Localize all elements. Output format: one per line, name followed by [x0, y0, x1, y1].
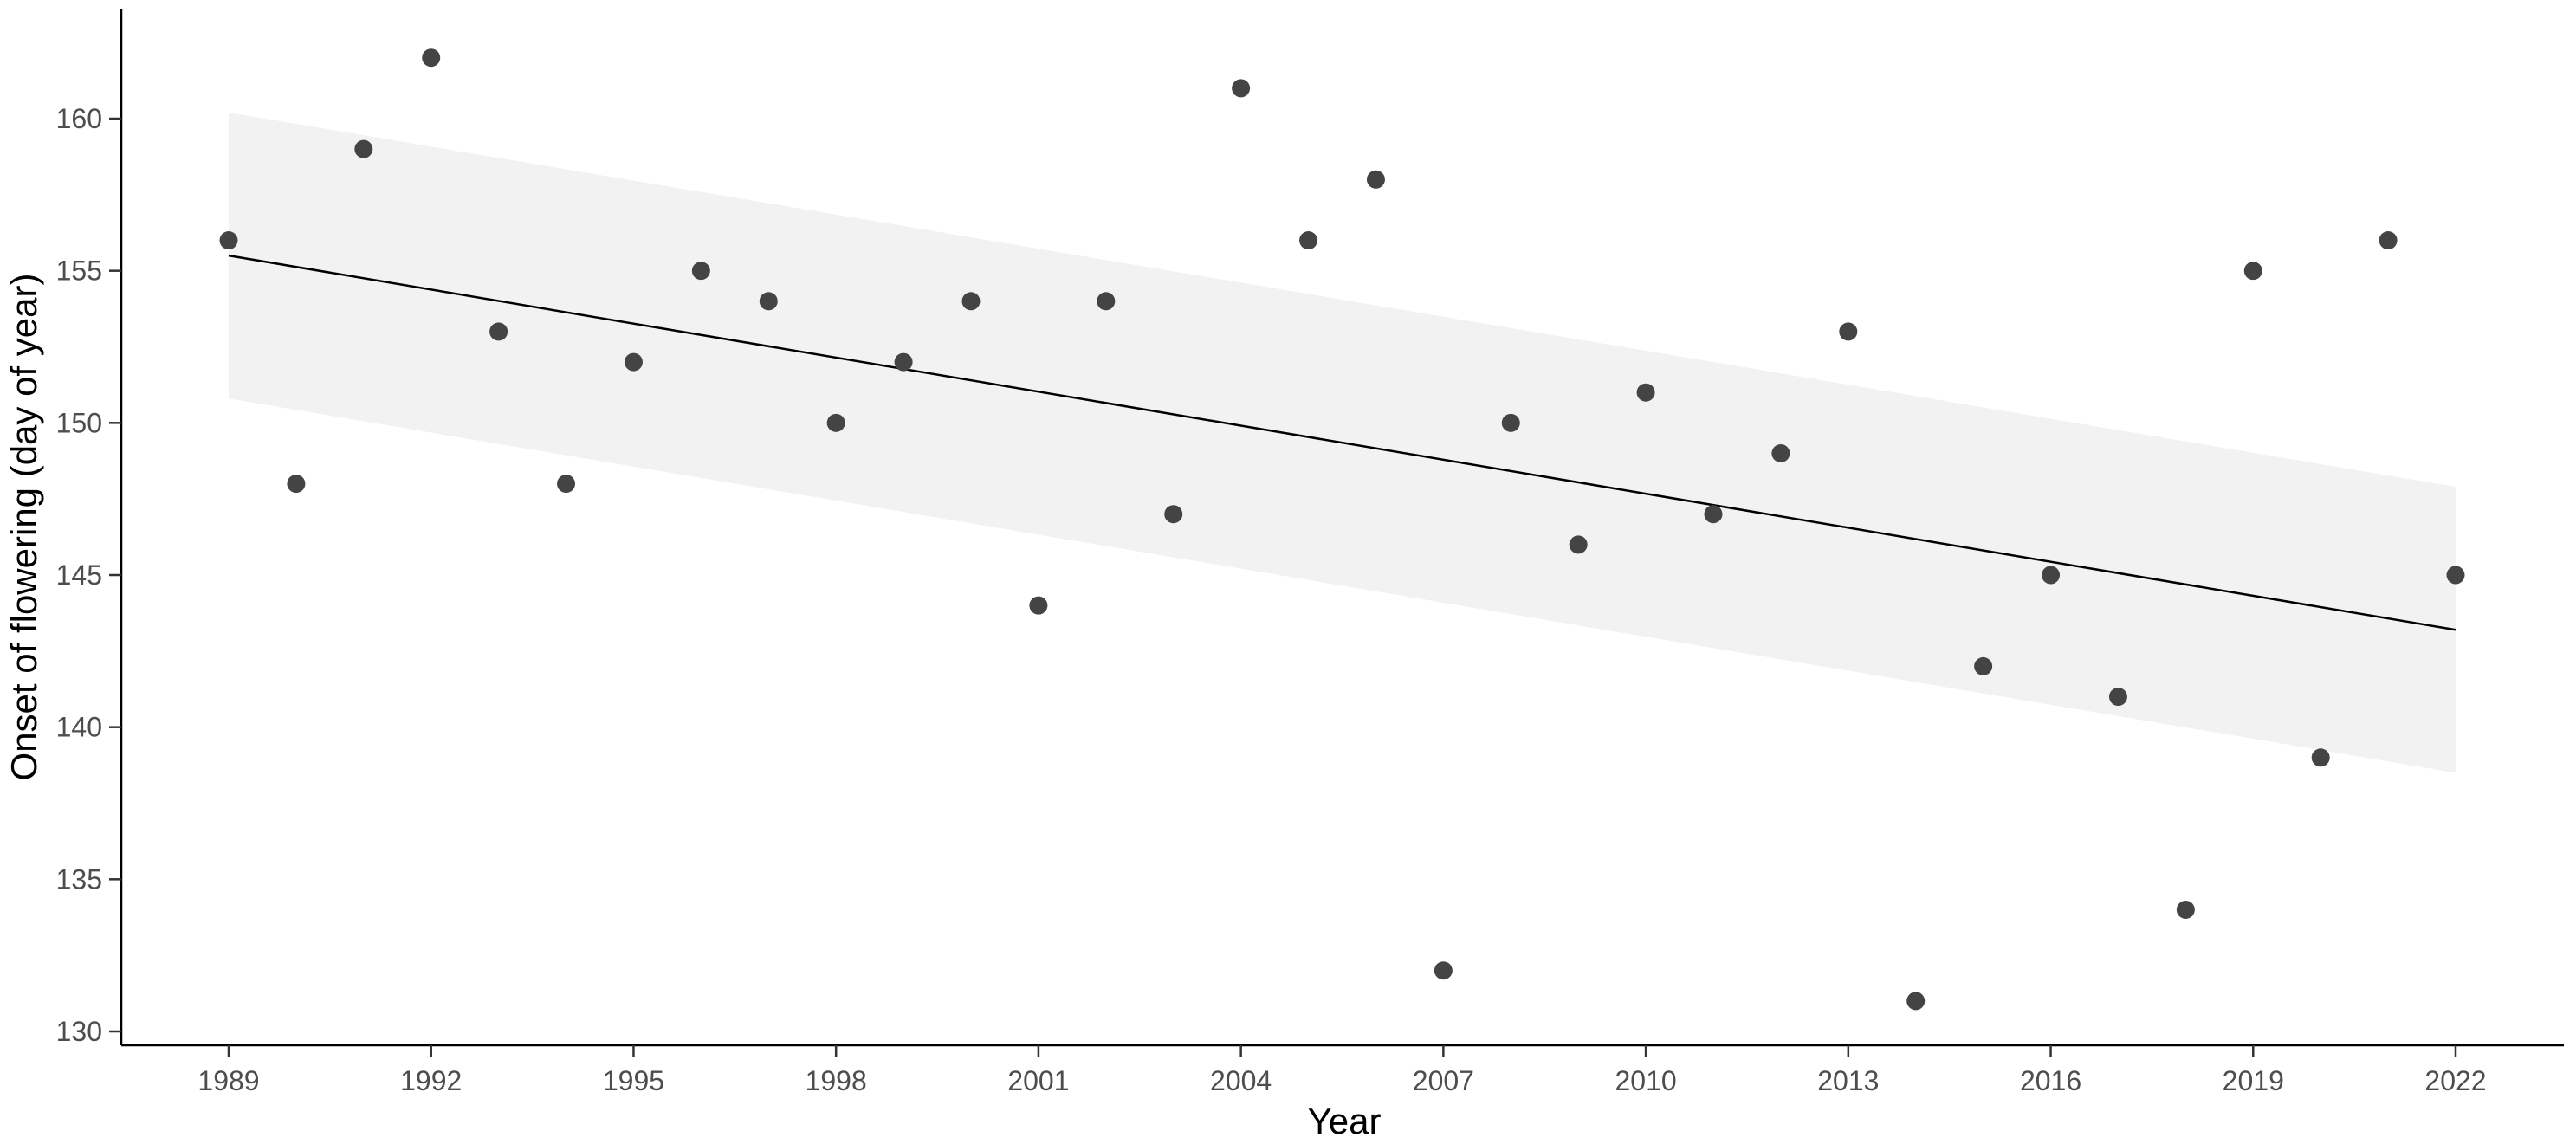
data-point — [1097, 292, 1116, 311]
x-tick-label: 2010 — [1615, 1065, 1676, 1096]
x-tick-label: 2019 — [2223, 1065, 2284, 1096]
x-tick-label: 2001 — [1007, 1065, 1069, 1096]
data-point — [1569, 535, 1588, 554]
x-tick-label: 2016 — [2020, 1065, 2081, 1096]
y-tick-label: 130 — [56, 1016, 102, 1047]
data-point — [219, 231, 238, 250]
x-tick-label: 2007 — [1413, 1065, 1474, 1096]
x-axis-ticks: 1989 1992 1995 1998 2001 2004 2007 2010 2013 2016… — [197, 1045, 2487, 1096]
data-point — [826, 413, 845, 432]
y-tick-label: 155 — [56, 255, 102, 287]
y-tick-label: 160 — [56, 103, 102, 134]
y-tick-label: 135 — [56, 863, 102, 895]
data-point — [961, 292, 981, 311]
data-point — [624, 352, 643, 372]
y-tick-label: 150 — [56, 407, 102, 438]
data-point — [1704, 505, 1723, 524]
data-point — [1232, 79, 1251, 98]
data-point — [422, 48, 441, 68]
data-point — [2176, 900, 2195, 919]
data-point — [1974, 656, 1993, 675]
data-point — [354, 139, 373, 158]
data-point — [1839, 322, 1858, 341]
data-point — [2311, 748, 2330, 767]
data-point — [2108, 688, 2127, 707]
data-point — [1029, 596, 1048, 615]
x-tick-label: 2013 — [1817, 1065, 1879, 1096]
y-tick-label: 140 — [56, 712, 102, 743]
data-point — [691, 262, 710, 281]
x-tick-label: 1995 — [603, 1065, 664, 1096]
x-tick-label: 2004 — [1210, 1065, 1272, 1096]
x-tick-label: 2022 — [2424, 1065, 2486, 1096]
x-tick-label: 1992 — [400, 1065, 462, 1096]
x-axis-title: Year — [1308, 1101, 1382, 1141]
data-point — [287, 475, 306, 494]
axes-layer — [120, 9, 2564, 1047]
y-axis-title: Onset of flowering (day of year) — [3, 274, 44, 781]
trend-line — [228, 254, 2456, 631]
data-point — [1299, 231, 1318, 250]
trend-line-layer — [228, 254, 2456, 631]
data-point — [489, 322, 508, 341]
data-point — [1366, 170, 1385, 189]
data-point — [557, 475, 576, 494]
data-point — [759, 292, 778, 311]
data-point — [894, 352, 913, 372]
data-point — [2042, 566, 2061, 585]
data-point — [1164, 505, 1183, 524]
y-tick-label: 145 — [56, 559, 102, 591]
data-point — [1906, 992, 1926, 1011]
data-point — [2379, 231, 2398, 250]
x-tick-label: 1989 — [197, 1065, 259, 1096]
data-point — [1771, 443, 1790, 462]
data-point — [2243, 262, 2262, 281]
data-point — [1434, 961, 1453, 980]
y-axis-ticks: 130 135 140 145 150 155 160 — [56, 103, 121, 1047]
x-tick-label: 1998 — [806, 1065, 867, 1096]
data-point — [1501, 413, 1520, 432]
data-points-layer — [219, 48, 2465, 1011]
data-point — [1636, 383, 1655, 402]
data-point — [2446, 566, 2465, 585]
